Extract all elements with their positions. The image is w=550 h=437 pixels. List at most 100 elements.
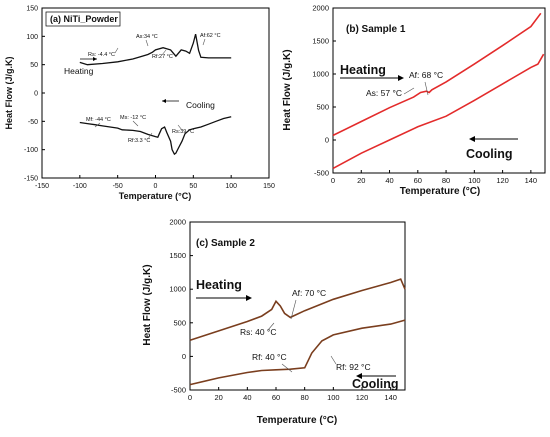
x-tick-label: 100 xyxy=(468,176,481,185)
panel-b-x-axis-title: Temperature (°C) xyxy=(400,186,481,197)
y-tick-label: 0 xyxy=(34,91,38,98)
panel-a-annotation-rf-cool: Rf:3.3 °C xyxy=(128,138,150,144)
x-tick-label: 100 xyxy=(327,393,340,402)
panel-b-annotation-heating: Heating xyxy=(340,63,386,77)
y-tick-label: -150 xyxy=(24,176,38,183)
x-tick-label: 0 xyxy=(154,183,158,190)
panel-b-leader-as xyxy=(403,87,415,95)
x-tick-label: 20 xyxy=(357,176,365,185)
panel-a-leader-as xyxy=(145,39,149,47)
x-tick-label: 20 xyxy=(214,393,222,402)
panel-a-annotation-rf: Rf:27 °C xyxy=(152,54,173,60)
panel-a-heating-arrowhead xyxy=(93,57,97,61)
panel-c-y-ticks: -500 0 500 1000 1500 2000 xyxy=(169,218,193,395)
x-tick-label: -150 xyxy=(35,183,49,190)
panel-b-y-axis-title: Heat Flow (J/g.K) xyxy=(282,49,293,130)
panel-c-leader-rf-low xyxy=(281,363,293,373)
panel-c-annotation-rf-low: Rf: 40 °C xyxy=(252,352,287,362)
panel-b-heating-curve xyxy=(332,12,542,137)
y-tick-label: -50 xyxy=(28,119,38,126)
panel-a-x-ticks: -150 -100 -50 0 50 100 150 xyxy=(35,175,275,190)
panel-c-cooling-curve xyxy=(189,319,406,386)
panel-a-annotation-mf: Mf: -44 °C xyxy=(86,117,111,123)
panel-c-x-axis-title: Temperature (°C) xyxy=(257,415,338,426)
y-tick-label: 0 xyxy=(325,136,329,145)
x-tick-label: -50 xyxy=(113,183,123,190)
y-tick-label: 100 xyxy=(26,34,38,41)
panel-b-y-ticks: -500 0 500 1000 1500 2000 xyxy=(312,4,336,178)
panel-a-annotations: As:34 °C Af:62 °C Rs: -4.4 °C Rf:27 °C H… xyxy=(64,33,221,144)
panel-a-leader-rs xyxy=(114,47,119,54)
x-tick-label: 120 xyxy=(356,393,369,402)
y-tick-label: 2000 xyxy=(312,4,329,13)
panel-c-x-ticks: 0 20 40 60 80 100 120 140 xyxy=(188,387,397,402)
x-tick-label: 120 xyxy=(496,176,509,185)
x-tick-label: 40 xyxy=(243,393,251,402)
panel-a-leader-rf xyxy=(161,49,167,56)
x-tick-label: 100 xyxy=(225,183,237,190)
y-tick-label: 500 xyxy=(316,103,329,112)
panel-c-annotation-rs: Rs: 40 °C xyxy=(240,327,276,337)
panel-b-plot-frame xyxy=(332,7,546,174)
panel-a-y-ticks: -150 -100 -50 0 50 100 150 xyxy=(24,6,45,183)
y-tick-label: 0 xyxy=(182,352,186,361)
panel-c-heating-curve xyxy=(189,278,406,342)
panel-a-leader-af xyxy=(202,38,206,46)
x-tick-label: 60 xyxy=(272,393,280,402)
x-tick-label: 40 xyxy=(385,176,393,185)
panel-a-annotation-rs: Rs: -4.4 °C xyxy=(88,52,115,58)
panel-a-annotation-ms: Ms: -12 °C xyxy=(120,115,146,121)
panel-a-x-axis-title: Temperature (°C) xyxy=(119,191,191,201)
panel-a-cooling-arrowhead xyxy=(162,99,166,103)
x-tick-label: 140 xyxy=(384,393,397,402)
panel-b-annotation-af: Af: 68 °C xyxy=(409,70,443,80)
panel-c-cooling-arrowhead xyxy=(356,373,362,379)
panel-a-leader-rf-cool xyxy=(147,132,153,140)
panel-c-plot-frame xyxy=(189,221,406,391)
panel-a-annotation-af: Af:62 °C xyxy=(200,33,221,39)
y-tick-label: 1500 xyxy=(169,251,186,260)
panel-a-leader-mf xyxy=(94,122,101,128)
panel-a-title: (a) NiTi_Powder xyxy=(50,14,118,24)
panel-c-leader-af xyxy=(290,299,297,320)
y-tick-label: 150 xyxy=(26,6,38,13)
y-tick-label: 1000 xyxy=(312,70,329,79)
panel-b-title: (b) Sample 1 xyxy=(346,24,406,35)
panel-b-cooling-arrowhead xyxy=(469,136,475,142)
x-tick-label: -100 xyxy=(73,183,87,190)
y-tick-label: 2000 xyxy=(169,218,186,227)
panel-a-annotation-cooling: Cooling xyxy=(186,100,215,110)
panel-a-leader-ms xyxy=(132,120,139,127)
panel-a-niti-powder: (a) NiTi_Powder -150 -100 -50 0 50 100 150 -15… xyxy=(4,6,275,202)
panel-c-annotations: Heating Af: 70 °C Rs: 40 °C Rf: 40 °C Rf… xyxy=(196,278,399,391)
x-tick-label: 60 xyxy=(414,176,422,185)
panel-b-leader-af xyxy=(424,81,429,96)
panel-c-leader-rf-high xyxy=(330,355,337,365)
panel-b-cooling-curve xyxy=(332,53,545,170)
panel-c-heating-arrowhead xyxy=(246,295,252,301)
panel-c-title: (c) Sample 2 xyxy=(196,238,255,249)
panel-b-annotation-as: As: 57 °C xyxy=(366,88,402,98)
y-tick-label: -500 xyxy=(171,386,186,395)
x-tick-label: 80 xyxy=(442,176,450,185)
panel-c-annotation-af: Af: 70 °C xyxy=(292,288,326,298)
x-tick-label: 150 xyxy=(263,183,275,190)
panel-b-x-ticks: 0 20 40 60 80 100 120 140 xyxy=(331,170,537,185)
y-tick-label: 1000 xyxy=(169,285,186,294)
panel-a-y-axis-title: Heat Flow (J/g.K) xyxy=(4,56,14,129)
panel-a-annotation-rs-cool: Rs:39 °C xyxy=(172,129,194,135)
x-tick-label: 0 xyxy=(188,393,192,402)
panel-b-heating-arrowhead xyxy=(398,75,404,81)
panel-a-cooling-curve xyxy=(79,116,232,156)
y-tick-label: -100 xyxy=(24,147,38,154)
y-tick-label: 50 xyxy=(30,62,38,69)
panel-a-annotation-heating: Heating xyxy=(64,66,94,76)
x-tick-label: 140 xyxy=(525,176,538,185)
panel-c-annotation-rf-high: Rf: 92 °C xyxy=(336,362,371,372)
panel-a-leader-rs-cool xyxy=(177,124,183,131)
x-tick-label: 80 xyxy=(300,393,308,402)
panel-a-title-box xyxy=(45,11,121,27)
